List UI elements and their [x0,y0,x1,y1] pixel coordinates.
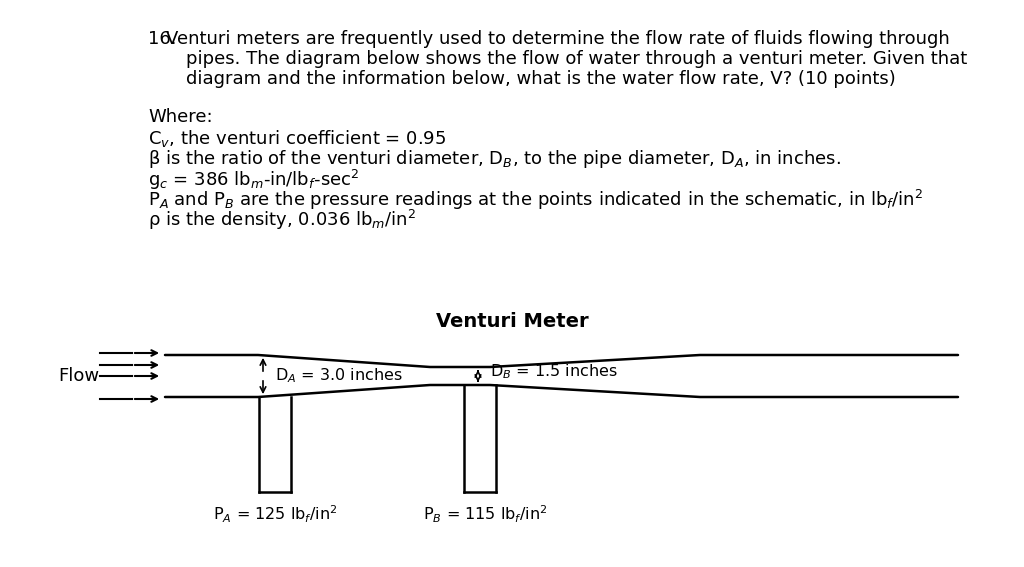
Text: P$_{A}$ and P$_{B}$ are the pressure readings at the points indicated in the sch: P$_{A}$ and P$_{B}$ are the pressure rea… [148,188,924,212]
Text: D$_{B}$ = 1.5 inches: D$_{B}$ = 1.5 inches [490,363,617,382]
Text: 16.: 16. [148,30,182,48]
Text: P$_{A}$ = 125 lb$_{f}$/in$^{2}$: P$_{A}$ = 125 lb$_{f}$/in$^{2}$ [213,504,337,526]
Text: g$_{c}$ = 386 lb$_{m}$-in/lb$_{f}$-sec$^{2}$: g$_{c}$ = 386 lb$_{m}$-in/lb$_{f}$-sec$^… [148,168,359,192]
Text: ρ is the density, 0.036 lb$_{m}$/in$^{2}$: ρ is the density, 0.036 lb$_{m}$/in$^{2}… [148,208,416,232]
Text: Venturi meters are frequently used to determine the flow rate of fluids flowing : Venturi meters are frequently used to de… [166,30,949,48]
Text: Venturi Meter: Venturi Meter [435,312,589,331]
Text: diagram and the information below, what is the water flow rate, V? (10 points): diagram and the information below, what … [186,70,896,88]
Text: D$_{A}$ = 3.0 inches: D$_{A}$ = 3.0 inches [275,367,402,386]
Text: C$_{v}$, the venturi coefficient = 0.95: C$_{v}$, the venturi coefficient = 0.95 [148,128,446,149]
Text: pipes. The diagram below shows the flow of water through a venturi meter. Given : pipes. The diagram below shows the flow … [186,50,968,68]
Text: Flow: Flow [58,367,99,385]
Text: β is the ratio of the venturi diameter, D$_{B}$, to the pipe diameter, D$_{A}$, : β is the ratio of the venturi diameter, … [148,148,841,170]
Text: Where:: Where: [148,108,213,126]
Text: P$_{B}$ = 115 lb$_{f}$/in$^{2}$: P$_{B}$ = 115 lb$_{f}$/in$^{2}$ [423,504,547,526]
